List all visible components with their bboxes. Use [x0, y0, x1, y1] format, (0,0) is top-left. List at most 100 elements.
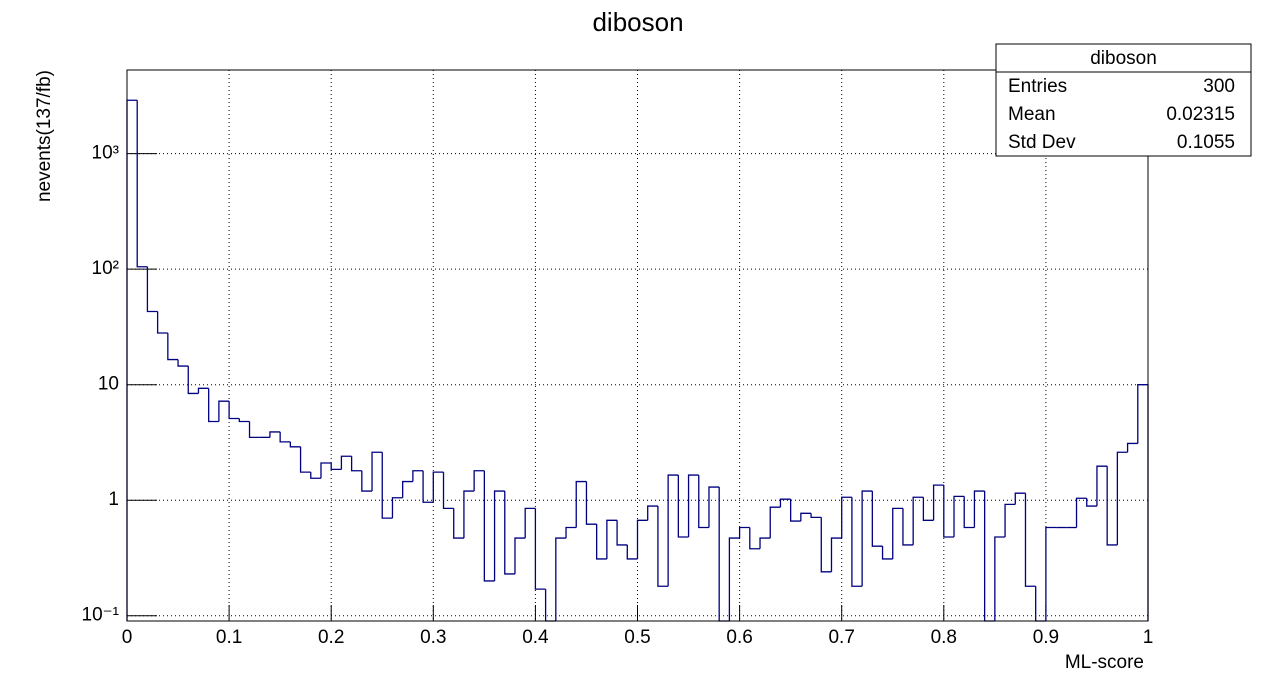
x-tick-label: 0.2: [318, 627, 344, 648]
stats-label: Mean: [1008, 104, 1056, 125]
histogram-bin: [667, 474, 679, 587]
y-tick-label: 1: [108, 489, 119, 510]
x-tick-label: 0: [122, 627, 133, 648]
histogram-bin: [289, 441, 301, 448]
histogram-bin: [299, 446, 311, 473]
histogram-bin: [453, 508, 464, 539]
histogram-bin: [626, 544, 638, 560]
x-tick-label: 0.3: [420, 627, 446, 648]
histogram-bin: [973, 490, 985, 528]
histogram-bin: [677, 475, 689, 538]
x-tick-label: 0.4: [522, 627, 549, 648]
histogram-bin: [391, 497, 403, 519]
histogram-bin: [1126, 442, 1138, 453]
histogram-bin: [483, 470, 495, 582]
histogram-bin: [749, 527, 761, 550]
histogram-bin: [932, 484, 944, 521]
histogram-bin: [790, 499, 801, 522]
histogram-bin: [657, 506, 669, 587]
histogram-bin: [1096, 465, 1108, 507]
stats-label: Std Dev: [1008, 132, 1076, 153]
x-tick-label: 0.5: [624, 627, 650, 648]
histogram-bin: [350, 456, 362, 472]
histogram-bin: [493, 490, 505, 581]
histogram-bin: [218, 400, 230, 422]
histogram-bin: [779, 498, 791, 508]
histogram-bin: [1004, 503, 1016, 538]
histogram-bin: [514, 537, 526, 574]
histogram-bin: [238, 418, 250, 423]
histogram-bin: [861, 490, 873, 587]
histogram-bin: [320, 462, 332, 479]
x-axis-label: ML-score: [1065, 652, 1144, 673]
histogram-bin: [892, 507, 903, 559]
histogram-bin: [851, 497, 863, 587]
histogram-bin: [800, 512, 812, 522]
histogram-bin: [963, 496, 975, 529]
histogram-bin: [228, 401, 240, 420]
histogram-bin: [922, 497, 934, 521]
histogram-bin: [841, 496, 852, 539]
histogram-bin: [647, 505, 658, 521]
histogram-bin: [279, 431, 291, 443]
y-tick-label: 10²: [92, 258, 119, 279]
histogram-bin: [616, 520, 628, 546]
x-tick-label: 0.9: [1033, 627, 1059, 648]
histogram-bin: [156, 311, 168, 334]
histogram-bin: [1086, 498, 1097, 507]
histogram-bin: [994, 536, 1006, 621]
histogram-bin: [575, 480, 587, 528]
histogram-bin: [371, 451, 383, 492]
histogram-bin: [820, 517, 832, 573]
histogram-bin: [167, 333, 179, 361]
histogram-bin: [177, 359, 189, 367]
histogram-bin: [606, 519, 618, 559]
histogram-bin: [504, 491, 515, 575]
histogram-bin: [759, 537, 771, 549]
histogram-bin: [830, 537, 842, 572]
stats-label: Entries: [1008, 76, 1067, 97]
plot-frame: [126, 69, 1149, 622]
histogram-bin: [361, 470, 373, 492]
histogram-bin: [565, 526, 577, 539]
histogram-bin: [912, 496, 924, 545]
histogram-bin: [738, 526, 750, 539]
x-tick-label: 0.6: [726, 627, 752, 648]
histogram-bin: [708, 486, 720, 528]
histogram-bin: [524, 507, 536, 539]
histogram-bin: [769, 506, 781, 539]
histogram-bin: [1014, 492, 1026, 505]
stats-value: 0.1055: [1177, 132, 1235, 153]
histogram-bin: [432, 471, 444, 503]
x-tick-label: 0.1: [216, 627, 242, 648]
y-tick-label: 10⁻¹: [82, 605, 120, 626]
histogram-bin: [269, 431, 281, 438]
histogram-bin: [902, 508, 914, 546]
histogram-bin: [208, 388, 219, 423]
y-axis-label: nevents(137/fb): [34, 70, 55, 202]
histogram-bin: [187, 366, 199, 395]
histogram-bin: [871, 491, 883, 547]
histogram-bin: [953, 495, 965, 538]
histogram-bin: [585, 481, 597, 525]
chart-title: diboson: [592, 7, 683, 37]
histogram-bin: [248, 421, 260, 439]
histogram-bin: [473, 470, 485, 492]
histogram-bin: [943, 485, 955, 538]
stats-box: [995, 43, 1252, 157]
histogram-bin: [555, 537, 567, 621]
x-tick-label: 0.8: [931, 627, 957, 648]
histogram-bin: [136, 100, 148, 268]
histogram-bin: [330, 462, 342, 470]
histogram-bin: [1106, 466, 1118, 546]
histogram-bin: [463, 490, 475, 539]
stats-value: 300: [1203, 76, 1235, 97]
histogram-bin: [810, 513, 822, 519]
histogram-bin: [881, 546, 893, 560]
histogram-bin: [1116, 451, 1128, 545]
y-tick-label: 10: [98, 374, 119, 395]
histogram-bin: [596, 524, 607, 560]
histogram-bin: [1075, 497, 1087, 528]
